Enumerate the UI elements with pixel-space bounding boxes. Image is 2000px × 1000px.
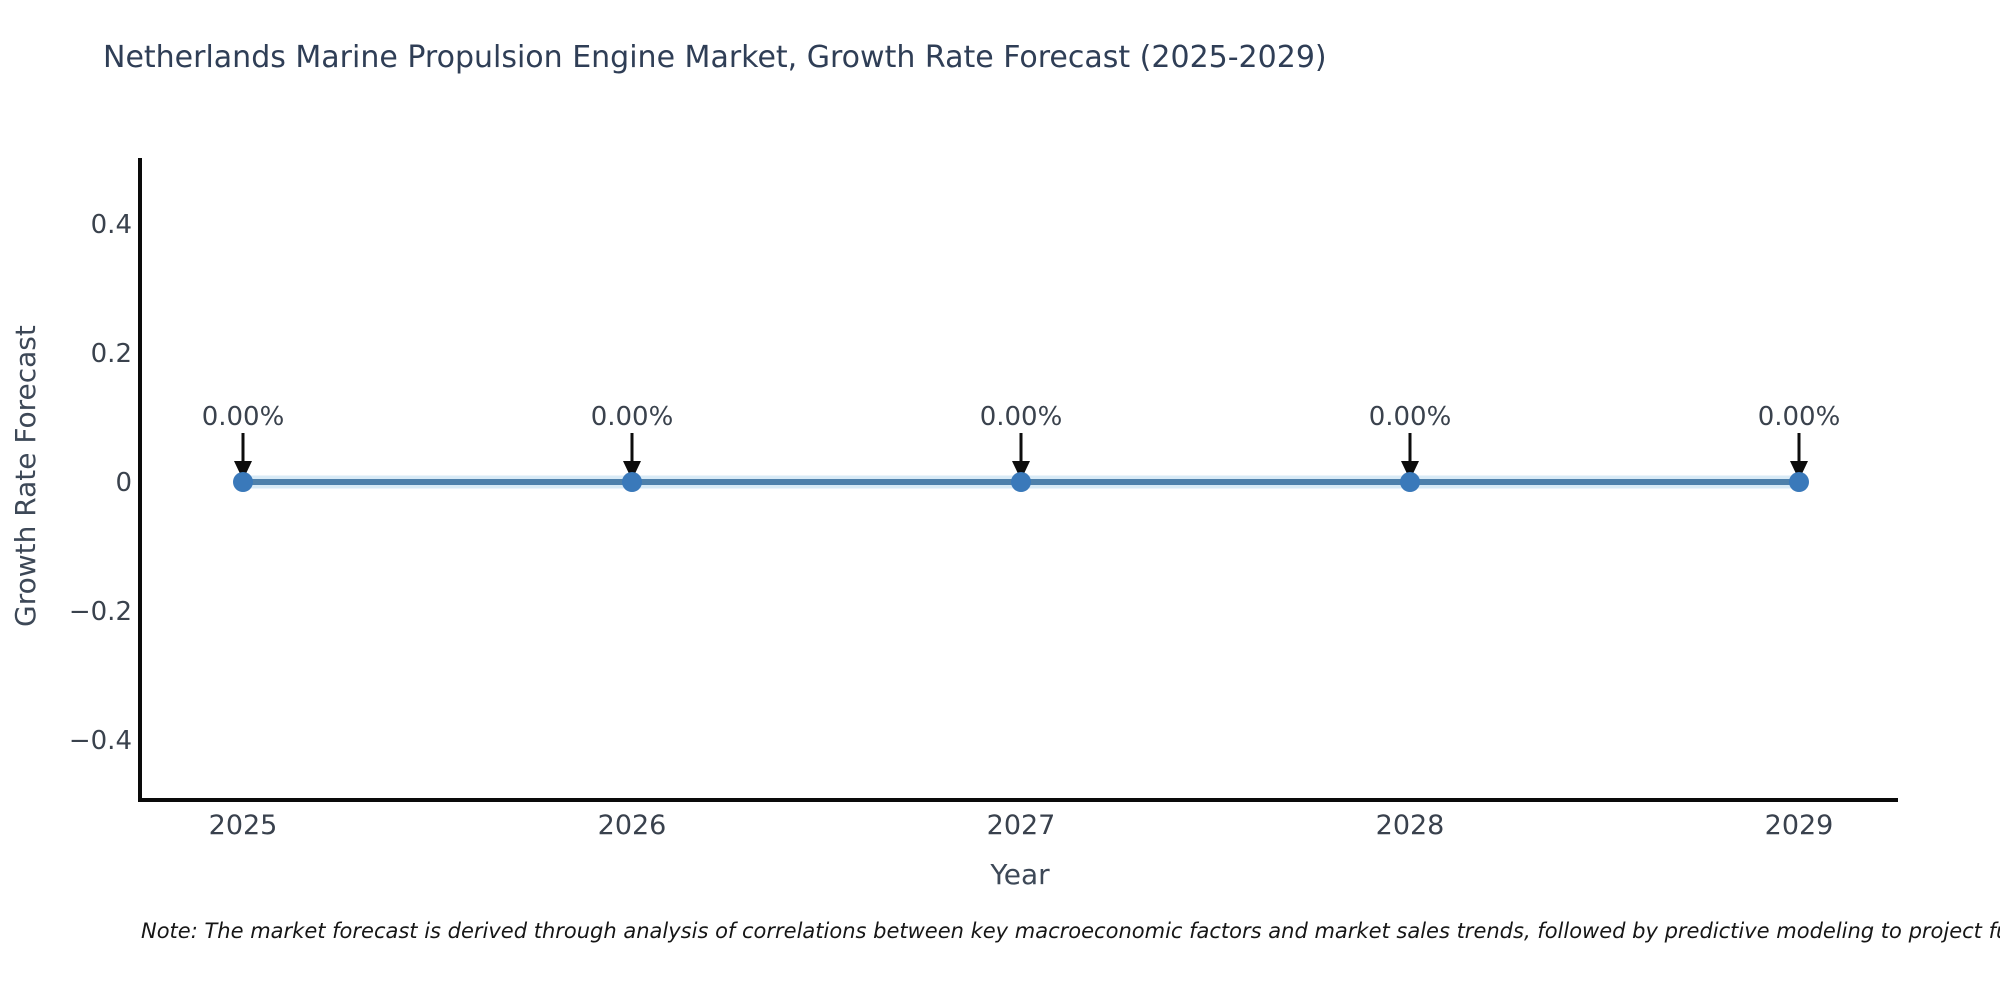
x-tick-label: 2026 bbox=[597, 810, 667, 841]
y-tick-label: 0 bbox=[115, 468, 132, 498]
data-label: 0.00% bbox=[1368, 402, 1452, 432]
annotation-arrow bbox=[1790, 433, 1808, 480]
annotation-arrow bbox=[1401, 433, 1419, 480]
x-tick-label: 2029 bbox=[1764, 810, 1834, 841]
annotation-arrow bbox=[1012, 433, 1030, 480]
data-point-marker bbox=[233, 472, 253, 492]
data-point-marker bbox=[1011, 472, 1031, 492]
y-tick-label: 0.2 bbox=[90, 339, 132, 369]
y-tick-label: −0.2 bbox=[68, 597, 132, 627]
data-point-marker bbox=[1789, 472, 1809, 492]
x-tick-label: 2028 bbox=[1375, 810, 1445, 841]
footnote: Note: The market forecast is derived thr… bbox=[141, 919, 2000, 943]
data-label: 0.00% bbox=[979, 402, 1063, 432]
annotation-arrow bbox=[623, 433, 641, 480]
data-point-marker bbox=[1400, 472, 1420, 492]
y-tick-label: −0.4 bbox=[68, 726, 132, 756]
data-point-marker bbox=[622, 472, 642, 492]
chart-title: Netherlands Marine Propulsion Engine Mar… bbox=[103, 40, 1327, 75]
x-tick-label: 2025 bbox=[208, 810, 278, 841]
x-tick-label: 2027 bbox=[986, 810, 1056, 841]
data-label: 0.00% bbox=[1757, 402, 1841, 432]
data-label: 0.00% bbox=[590, 402, 674, 432]
x-axis-title: Year bbox=[990, 858, 1050, 891]
y-tick-label: 0.4 bbox=[90, 210, 132, 240]
annotation-arrow bbox=[234, 433, 252, 480]
data-label: 0.00% bbox=[201, 402, 285, 432]
